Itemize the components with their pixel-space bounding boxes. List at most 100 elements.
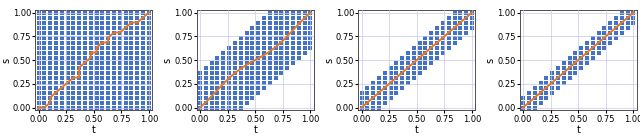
Point	[588, 41, 598, 44]
Point	[63, 21, 73, 24]
Point	[524, 101, 534, 104]
Point	[195, 86, 205, 89]
Point	[420, 56, 431, 59]
Point	[576, 61, 586, 64]
Point	[68, 81, 79, 84]
Point	[120, 16, 131, 19]
Point	[444, 41, 454, 44]
Point	[80, 81, 90, 84]
Point	[45, 96, 55, 99]
Point	[276, 21, 287, 24]
Point	[74, 11, 84, 14]
Point	[51, 106, 61, 109]
Point	[605, 26, 616, 29]
Point	[449, 36, 460, 39]
Point	[241, 66, 252, 69]
Point	[276, 56, 287, 59]
Point	[253, 81, 263, 84]
Point	[241, 31, 252, 34]
Point	[282, 36, 292, 39]
Point	[541, 91, 552, 94]
Point	[276, 46, 287, 49]
Point	[56, 21, 67, 24]
Point	[403, 61, 413, 64]
Point	[45, 11, 55, 14]
Point	[403, 71, 413, 74]
Point	[259, 86, 269, 89]
Point	[288, 41, 298, 44]
Point	[115, 66, 125, 69]
Point	[305, 36, 316, 39]
Point	[553, 86, 563, 89]
Point	[611, 21, 621, 24]
Point	[92, 71, 102, 74]
Point	[368, 106, 378, 109]
Point	[294, 21, 304, 24]
Point	[241, 51, 252, 54]
Point	[282, 31, 292, 34]
Point	[144, 41, 154, 44]
Point	[92, 51, 102, 54]
Point	[144, 86, 154, 89]
Point	[230, 66, 240, 69]
Point	[230, 106, 240, 109]
Point	[68, 76, 79, 79]
Point	[86, 21, 96, 24]
Point	[224, 46, 234, 49]
Point	[74, 101, 84, 104]
Point	[86, 71, 96, 74]
Point	[56, 76, 67, 79]
Point	[74, 46, 84, 49]
Point	[449, 41, 460, 44]
Point	[138, 96, 148, 99]
Point	[33, 21, 44, 24]
Point	[39, 41, 49, 44]
Point	[51, 71, 61, 74]
Point	[426, 31, 436, 34]
Point	[120, 81, 131, 84]
Point	[68, 66, 79, 69]
Point	[97, 46, 108, 49]
Point	[201, 76, 211, 79]
Point	[51, 101, 61, 104]
Point	[247, 71, 257, 74]
Point	[218, 61, 228, 64]
X-axis label: t: t	[92, 125, 95, 135]
Point	[74, 56, 84, 59]
Point	[259, 41, 269, 44]
Point	[449, 31, 460, 34]
Point	[259, 46, 269, 49]
Point	[63, 41, 73, 44]
Point	[265, 76, 275, 79]
Point	[391, 71, 401, 74]
Point	[144, 101, 154, 104]
Point	[92, 66, 102, 69]
Point	[236, 86, 246, 89]
Point	[241, 76, 252, 79]
Point	[80, 61, 90, 64]
Point	[126, 11, 136, 14]
Point	[92, 26, 102, 29]
Point	[564, 61, 575, 64]
Point	[115, 96, 125, 99]
Point	[224, 56, 234, 59]
Point	[559, 66, 569, 69]
Point	[420, 66, 431, 69]
Point	[403, 56, 413, 59]
Point	[553, 76, 563, 79]
Point	[300, 41, 310, 44]
Point	[455, 26, 465, 29]
Point	[282, 26, 292, 29]
Point	[605, 36, 616, 39]
Point	[288, 36, 298, 39]
Point	[623, 26, 633, 29]
Point	[582, 41, 592, 44]
Point	[368, 91, 378, 94]
Point	[132, 96, 143, 99]
Point	[120, 76, 131, 79]
Point	[241, 61, 252, 64]
Point	[33, 66, 44, 69]
Point	[230, 91, 240, 94]
Point	[461, 16, 471, 19]
Point	[444, 46, 454, 49]
